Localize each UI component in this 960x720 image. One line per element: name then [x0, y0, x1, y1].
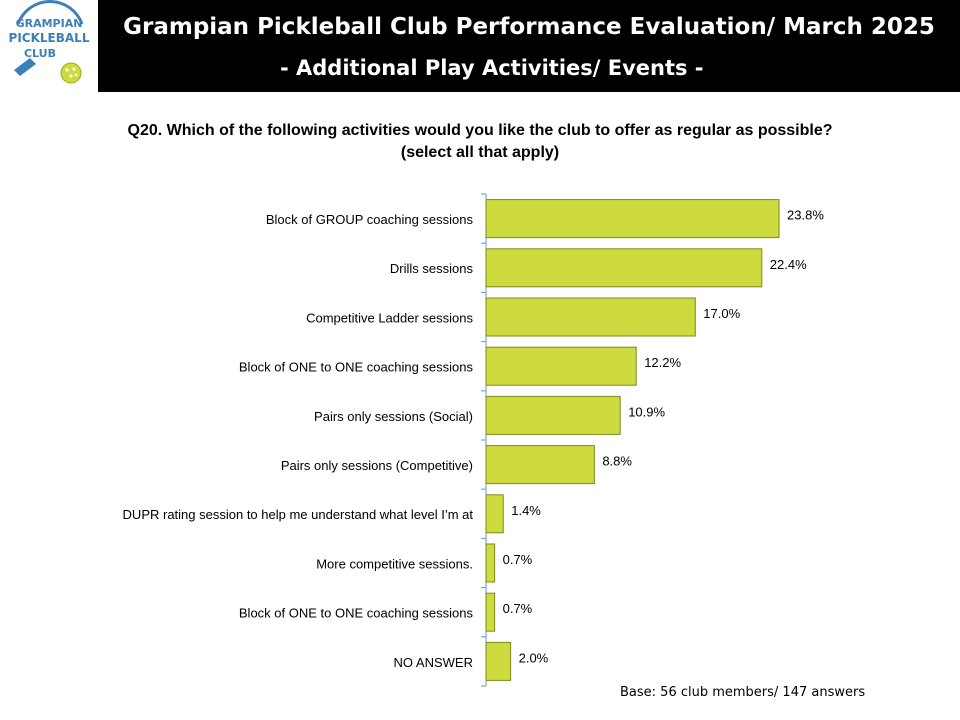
pickleball-icon	[60, 62, 82, 84]
bar	[485, 592, 496, 632]
bar-value-label: 10.9%	[628, 404, 665, 419]
category-label: Block of GROUP coaching sessions	[266, 212, 474, 227]
base-footnote: Base: 56 club members/ 147 answers	[620, 685, 866, 700]
category-label: Drills sessions	[390, 261, 474, 276]
bar	[485, 199, 780, 239]
category-label: Block of ONE to ONE coaching sessions	[239, 606, 474, 621]
club-logo: GRAMPIAN PICKLEBALL CLUB	[0, 0, 98, 92]
category-label: Pairs only sessions (Social)	[314, 409, 473, 424]
bar-value-label: 17.0%	[703, 306, 740, 321]
category-label: Competitive Ladder sessions	[306, 310, 473, 325]
category-label: Block of ONE to ONE coaching sessions	[239, 360, 474, 375]
bar-value-label: 8.8%	[602, 454, 632, 469]
header-bar: Grampian Pickleball Club Performance Eva…	[98, 0, 960, 92]
bar	[485, 248, 763, 288]
bar	[485, 445, 595, 485]
page-subtitle: - Additional Play Activities/ Events -	[280, 56, 704, 80]
question-heading: Q20. Which of the following activities w…	[40, 120, 920, 164]
bar-value-label: 12.2%	[644, 355, 681, 370]
logo-arc	[16, 0, 84, 25]
bar-value-label: 2.0%	[519, 650, 549, 665]
logo-text-line2: PICKLEBALL	[9, 31, 90, 45]
bar	[485, 641, 512, 681]
logo-text-line3: CLUB	[24, 47, 56, 60]
bar-value-label: 22.4%	[770, 257, 807, 272]
bar-value-label: 1.4%	[511, 503, 541, 518]
category-label: DUPR rating session to help me understan…	[123, 507, 474, 522]
category-label: Pairs only sessions (Competitive)	[281, 458, 473, 473]
logo-text-line1: GRAMPIAN	[16, 17, 83, 30]
bar	[485, 494, 504, 534]
category-label: More competitive sessions.	[316, 556, 473, 571]
bar	[485, 297, 696, 337]
bar-value-label: 23.8%	[787, 208, 824, 223]
paddle-icon	[14, 58, 36, 76]
question-line-1: Q20. Which of the following activities w…	[127, 122, 833, 139]
page-title: Grampian Pickleball Club Performance Eva…	[123, 14, 935, 40]
bar-value-label: 0.7%	[503, 552, 533, 567]
category-label: NO ANSWER	[394, 655, 473, 670]
bar	[485, 543, 496, 583]
question-line-2: (select all that apply)	[400, 144, 560, 161]
bar	[485, 395, 621, 435]
bar-value-label: 0.7%	[503, 601, 533, 616]
bar	[485, 346, 637, 386]
